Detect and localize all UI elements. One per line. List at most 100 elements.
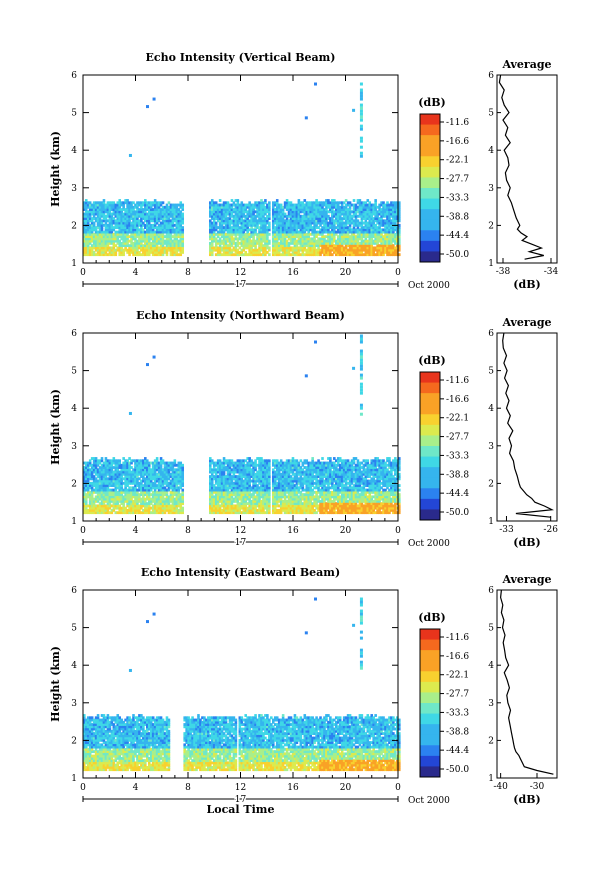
echo-cell [240,219,244,223]
echo-cell [144,241,147,245]
echo-cell [325,228,328,232]
echo-cell [344,244,348,248]
echo-cell [307,203,311,207]
echo-cell [354,228,358,232]
echo-cell [390,205,393,209]
echo-cell [311,248,314,252]
echo-cell [126,477,129,481]
echo-cell [218,239,222,243]
echo-cell [210,488,214,492]
echo-cell [366,239,370,243]
echo-cell [220,205,224,209]
echo-cell [338,235,342,239]
echo-cell [396,210,399,214]
echo-cell [307,239,311,243]
echo-cell [110,228,114,232]
echo-cell [153,495,157,499]
echo-cell [388,248,391,252]
echo-cell [161,205,165,209]
echo-cell [358,212,362,216]
echo-cell [238,217,242,220]
echo-cell [142,511,145,515]
echo-cell [175,210,179,214]
echo-cell [110,508,114,512]
echo-cell [94,212,98,216]
echo-cell [321,208,324,211]
echo-cell [130,226,133,230]
echo-cell [218,228,222,232]
echo-cell [301,226,305,230]
echo-cell [342,217,346,220]
echo-cell [114,468,118,472]
echo-cell [210,210,214,214]
echo-cell [140,221,143,225]
echo-cell [313,239,316,243]
echo-cell [146,508,149,512]
echo-cell [346,237,350,241]
echo-cell [230,475,234,478]
echo-cell [110,470,114,474]
echo-cell [128,472,131,476]
echo-cell [218,472,222,476]
echo-cell [159,203,163,207]
echo-cell [273,246,277,250]
echo-cell [169,246,173,250]
echo-cell [279,226,283,230]
echo-cell [242,237,246,241]
echo-cell [159,226,163,230]
echo-cell [179,246,183,250]
echo-cell [167,228,171,232]
echo-cell [92,253,96,257]
echo-cell [142,488,145,492]
echo-cell [228,486,232,490]
echo-cell [100,466,104,469]
echo-cell [124,495,127,499]
echo-cell [88,511,92,515]
echo-cell [352,248,356,252]
echo-cell [250,248,253,252]
echo-cell [360,219,364,223]
echo-cell [96,508,100,512]
echo-cell [171,219,175,223]
echo-cell [140,208,143,211]
echo-cell [147,481,151,485]
echo-cell [307,201,311,205]
echo-cell [254,221,257,225]
echo-cell [140,201,143,205]
echo-cell [396,203,399,207]
echo-cell [100,497,104,501]
echo-cell [157,488,161,492]
echo-cell [159,210,163,214]
echo-cell [368,208,372,211]
echo-cell [163,502,167,506]
echo-cell [346,230,350,234]
echo-cell [102,511,106,515]
echo-cell [100,228,104,232]
echo-cell [161,228,165,232]
echo-cell [128,203,131,207]
echo-cell [323,217,326,220]
echo-cell [163,230,167,234]
echo-cell [348,203,352,207]
echo-cell [94,226,98,230]
echo-cell [293,226,297,230]
echo-cell [313,205,316,209]
echo-cell [210,506,214,510]
echo-cell [311,217,314,220]
echo-cell [340,253,344,257]
echo-cell [370,237,374,241]
echo-cell [380,228,383,232]
echo-cell [134,477,137,481]
echo-cell [358,205,362,209]
echo-cell [104,488,108,492]
echo-cell [142,499,145,503]
echo-cell [287,246,291,250]
echo-cell [248,239,251,243]
echo-cell [268,239,271,243]
echo-cell [112,461,116,465]
echo-cell [256,208,259,211]
echo-cell [108,230,112,234]
echo-cell [374,248,377,252]
echo-cell [325,217,328,220]
echo-cell [90,470,94,474]
